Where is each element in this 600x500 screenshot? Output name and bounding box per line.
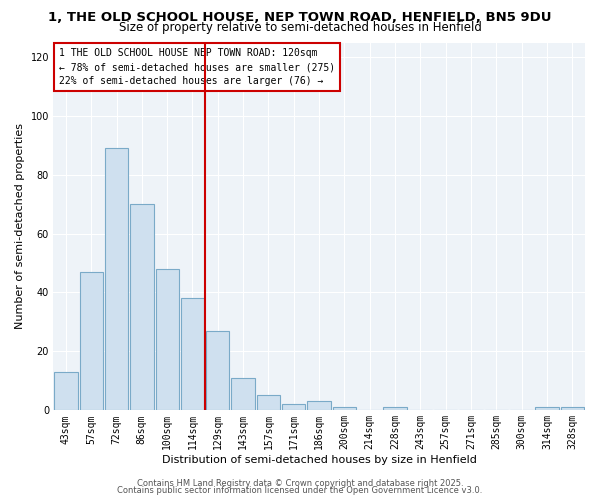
Bar (535, 407, 559, 410)
Bar (80, 272, 103, 410)
Bar (333, 407, 356, 410)
Text: 1 THE OLD SCHOOL HOUSE NEP TOWN ROAD: 120sqm
← 78% of semi-detached houses are s: 1 THE OLD SCHOOL HOUSE NEP TOWN ROAD: 12… (59, 48, 335, 86)
X-axis label: Distribution of semi-detached houses by size in Henfield: Distribution of semi-detached houses by … (161, 455, 476, 465)
Bar (130, 204, 154, 410)
Text: 1, THE OLD SCHOOL HOUSE, NEP TOWN ROAD, HENFIELD, BN5 9DU: 1, THE OLD SCHOOL HOUSE, NEP TOWN ROAD, … (48, 11, 552, 24)
Text: Contains HM Land Registry data © Crown copyright and database right 2025.: Contains HM Land Registry data © Crown c… (137, 478, 463, 488)
Y-axis label: Number of semi-detached properties: Number of semi-detached properties (15, 124, 25, 330)
Bar (383, 407, 407, 410)
Text: Size of property relative to semi-detached houses in Henfield: Size of property relative to semi-detach… (119, 21, 481, 34)
Bar (155, 269, 179, 410)
Bar (307, 401, 331, 410)
Bar (232, 378, 255, 410)
Bar (560, 407, 584, 410)
Bar (206, 330, 229, 410)
Text: Contains public sector information licensed under the Open Government Licence v3: Contains public sector information licen… (118, 486, 482, 495)
Bar (181, 298, 204, 410)
Bar (257, 396, 280, 410)
Bar (54, 372, 77, 410)
Bar (105, 148, 128, 410)
Bar (282, 404, 305, 410)
